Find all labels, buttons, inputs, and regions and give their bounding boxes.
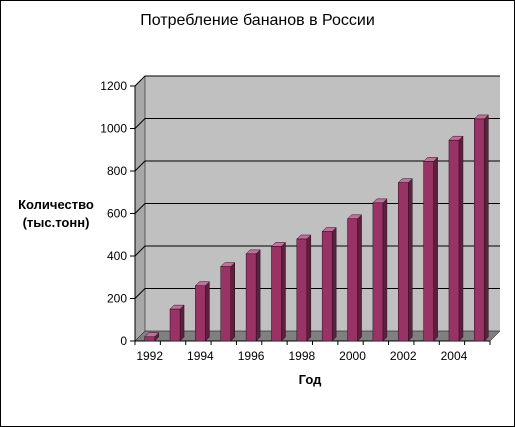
plot-floor	[134, 330, 501, 342]
x-tick-label: 1998	[288, 349, 315, 363]
x-tick-label: 2000	[339, 349, 366, 363]
y-tick-label: 800	[107, 164, 127, 178]
y-tick-label: 200	[107, 292, 127, 306]
bar	[195, 285, 206, 342]
gridline	[134, 160, 500, 172]
bar	[321, 231, 333, 342]
bar-side	[357, 214, 362, 342]
bar	[347, 218, 358, 342]
bar-side	[484, 114, 489, 342]
bar	[474, 118, 485, 342]
bar	[144, 336, 155, 342]
bar-side	[306, 234, 312, 342]
x-tick-label: 1996	[238, 349, 265, 363]
bar	[169, 308, 181, 342]
bar-side	[331, 226, 337, 342]
chart-title: Потребление бананов в России	[140, 12, 375, 29]
y-axis-label: Количество (тыс.тонн)	[8, 196, 104, 232]
y-tick-label: 1200	[100, 79, 127, 93]
bar-side	[205, 281, 210, 342]
bar-side	[179, 304, 185, 342]
y-tick-label: 400	[107, 249, 127, 263]
bar	[296, 238, 308, 342]
bar	[220, 266, 231, 342]
bar-side	[408, 178, 413, 342]
x-tick-label: 1994	[187, 349, 214, 363]
y-tick-label: 600	[107, 207, 127, 221]
gridline	[134, 75, 500, 87]
bar-side	[458, 135, 464, 342]
x-tick-label: 2002	[390, 349, 417, 363]
x-tick-label: 1992	[136, 349, 163, 363]
bar	[448, 139, 460, 342]
bar-side	[281, 241, 286, 342]
y-axis-label-line-1: Количество	[18, 197, 94, 212]
y-axis-label-line-2: (тыс.тонн)	[22, 215, 90, 230]
bar-side	[433, 156, 438, 342]
gridline	[134, 118, 500, 129]
bar	[398, 182, 409, 342]
bar-side	[230, 262, 235, 342]
y-tick-label: 0	[120, 334, 127, 348]
bar	[423, 161, 434, 342]
bar	[245, 253, 257, 342]
bar	[372, 202, 384, 342]
bar-side	[382, 198, 388, 342]
x-tick-label: 2004	[441, 349, 468, 363]
x-axis-label: Год	[298, 372, 322, 387]
bar	[271, 246, 282, 342]
y-tick-label: 1000	[100, 122, 127, 136]
bar-side	[255, 249, 261, 342]
